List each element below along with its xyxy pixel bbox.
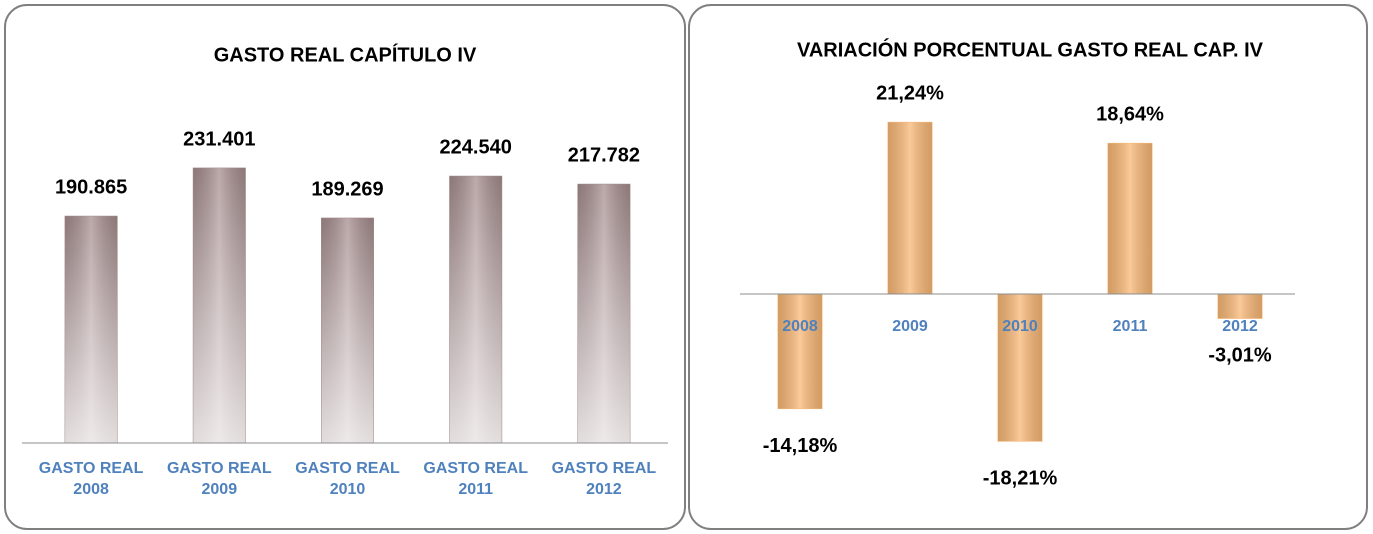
bar-fade bbox=[321, 218, 374, 443]
x-tick-label: GASTO REAL 2008 bbox=[38, 460, 144, 498]
value-label: -18,21% bbox=[983, 467, 1058, 489]
chart-title: VARIACIÓN PORCENTUAL GASTO REAL CAP. IV bbox=[797, 37, 1264, 61]
value-label: 217.782 bbox=[568, 145, 640, 167]
value-label: 189.269 bbox=[311, 178, 383, 200]
x-tick-label: GASTO REAL 2010 bbox=[295, 460, 400, 498]
bar-shine bbox=[778, 294, 822, 409]
value-label: 231.401 bbox=[183, 128, 255, 150]
x-tick-label: 2008 bbox=[782, 318, 818, 335]
x-tick-label: 2012 bbox=[1222, 318, 1258, 335]
bar-shine bbox=[1108, 143, 1152, 294]
value-label: -3,01% bbox=[1208, 345, 1272, 367]
bar-fade bbox=[193, 168, 246, 443]
value-label: -14,18% bbox=[763, 435, 838, 457]
value-label: 190.865 bbox=[55, 177, 127, 199]
x-tick-label: GASTO REAL 2009 bbox=[166, 460, 272, 498]
bar-fade bbox=[449, 176, 502, 444]
x-tick-label: GASTO REAL 2011 bbox=[423, 460, 528, 498]
chart-title: GASTO REAL CAPÍTULO IV bbox=[214, 43, 477, 66]
bar-fade bbox=[65, 216, 118, 443]
bar-fade bbox=[577, 184, 630, 444]
x-tick-label: 2011 bbox=[1112, 318, 1148, 335]
value-label: 224.540 bbox=[440, 137, 512, 159]
x-tick-label: 2009 bbox=[892, 318, 928, 335]
panel bbox=[688, 4, 1368, 530]
value-label: 21,24% bbox=[876, 83, 944, 105]
bar-shine bbox=[1218, 294, 1262, 319]
x-tick-label: GASTO REAL 2012 bbox=[551, 460, 657, 498]
x-tick-label: 2010 bbox=[1002, 318, 1038, 335]
bar-shine bbox=[998, 294, 1042, 442]
bar-shine bbox=[888, 122, 932, 294]
value-label: 18,64% bbox=[1096, 104, 1164, 126]
